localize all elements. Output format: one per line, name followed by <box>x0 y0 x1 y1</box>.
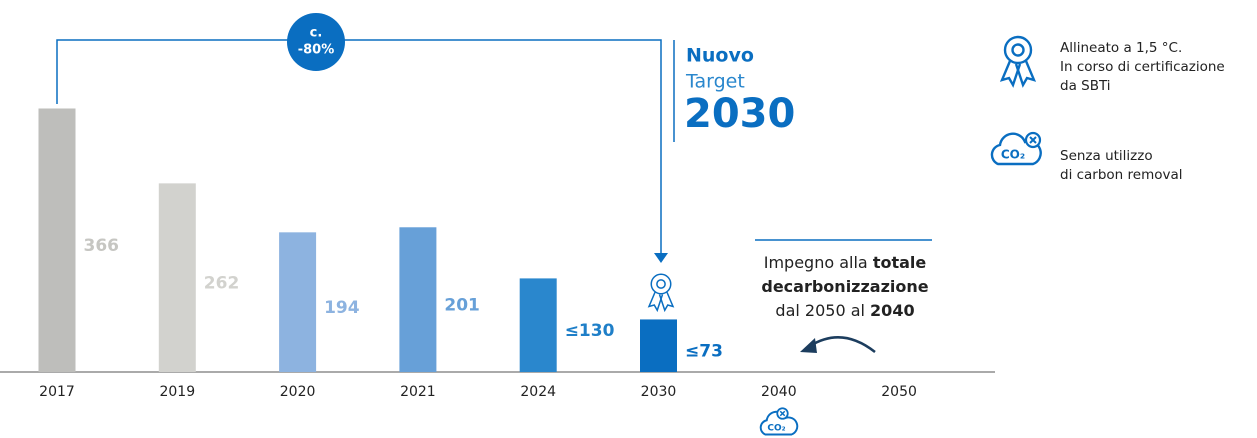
x-tick-label: 2017 <box>39 384 75 400</box>
bar <box>399 227 437 372</box>
value-label: ≤130 <box>565 321 615 341</box>
x-tick-label: 2021 <box>400 384 436 400</box>
badge-text: c. <box>310 26 323 41</box>
commitment-part: 2040 <box>870 301 915 320</box>
legend-text: da SBTi <box>1060 78 1111 94</box>
legend-text: di carbon removal <box>1060 167 1183 183</box>
legend-text: Senza utilizzo <box>1060 148 1153 164</box>
bar <box>158 183 196 372</box>
target-year: 2030 <box>684 91 795 137</box>
legend-text: In corso di certificazione <box>1060 59 1225 75</box>
commitment-text: dal 2050 al 2040 <box>775 301 914 320</box>
target-text: Target <box>685 71 745 93</box>
arrow-head <box>654 253 668 263</box>
rosette-icon <box>999 35 1037 88</box>
commitment-part: dal 2050 al <box>775 301 870 320</box>
bracket <box>56 39 662 254</box>
commitment-text: Impegno alla totale <box>764 253 927 272</box>
legend-text: Allineato a 1,5 °C. <box>1060 40 1182 56</box>
x-tick-label: 2019 <box>159 384 195 400</box>
value-label: 366 <box>84 236 120 256</box>
commitment-part: totale <box>873 253 927 272</box>
commitment-part: decarbonizzazione <box>761 277 928 296</box>
co2-icon: CO₂ <box>990 131 1042 166</box>
bar <box>279 232 317 372</box>
target-text: Nuovo <box>686 45 754 67</box>
bar <box>640 319 677 372</box>
value-label: 194 <box>324 298 360 318</box>
value-label: 201 <box>444 296 480 316</box>
badge-text: -80% <box>298 43 335 58</box>
x-tick-label: 2040 <box>761 384 797 400</box>
bar <box>519 278 557 372</box>
x-tick-label: 2020 <box>280 384 316 400</box>
commitment-part: Impegno alla <box>764 253 873 272</box>
value-label: 262 <box>204 274 240 294</box>
x-tick-label: 2050 <box>881 384 917 400</box>
x-tick-label: 2024 <box>520 384 556 400</box>
shift-arrow-head <box>800 338 817 353</box>
bar <box>38 108 76 372</box>
rosette-icon <box>647 273 675 313</box>
bracket-line <box>56 39 662 254</box>
value-label: ≤73 <box>685 342 723 362</box>
svg-text:CO₂: CO₂ <box>1001 148 1025 162</box>
shift-arrow <box>809 336 876 353</box>
reduction-badge <box>287 13 345 71</box>
svg-text:CO₂: CO₂ <box>767 423 785 433</box>
commitment-text: decarbonizzazione <box>761 277 928 296</box>
x-tick-label: 2030 <box>641 384 677 400</box>
co2-icon: CO₂ <box>759 407 799 436</box>
